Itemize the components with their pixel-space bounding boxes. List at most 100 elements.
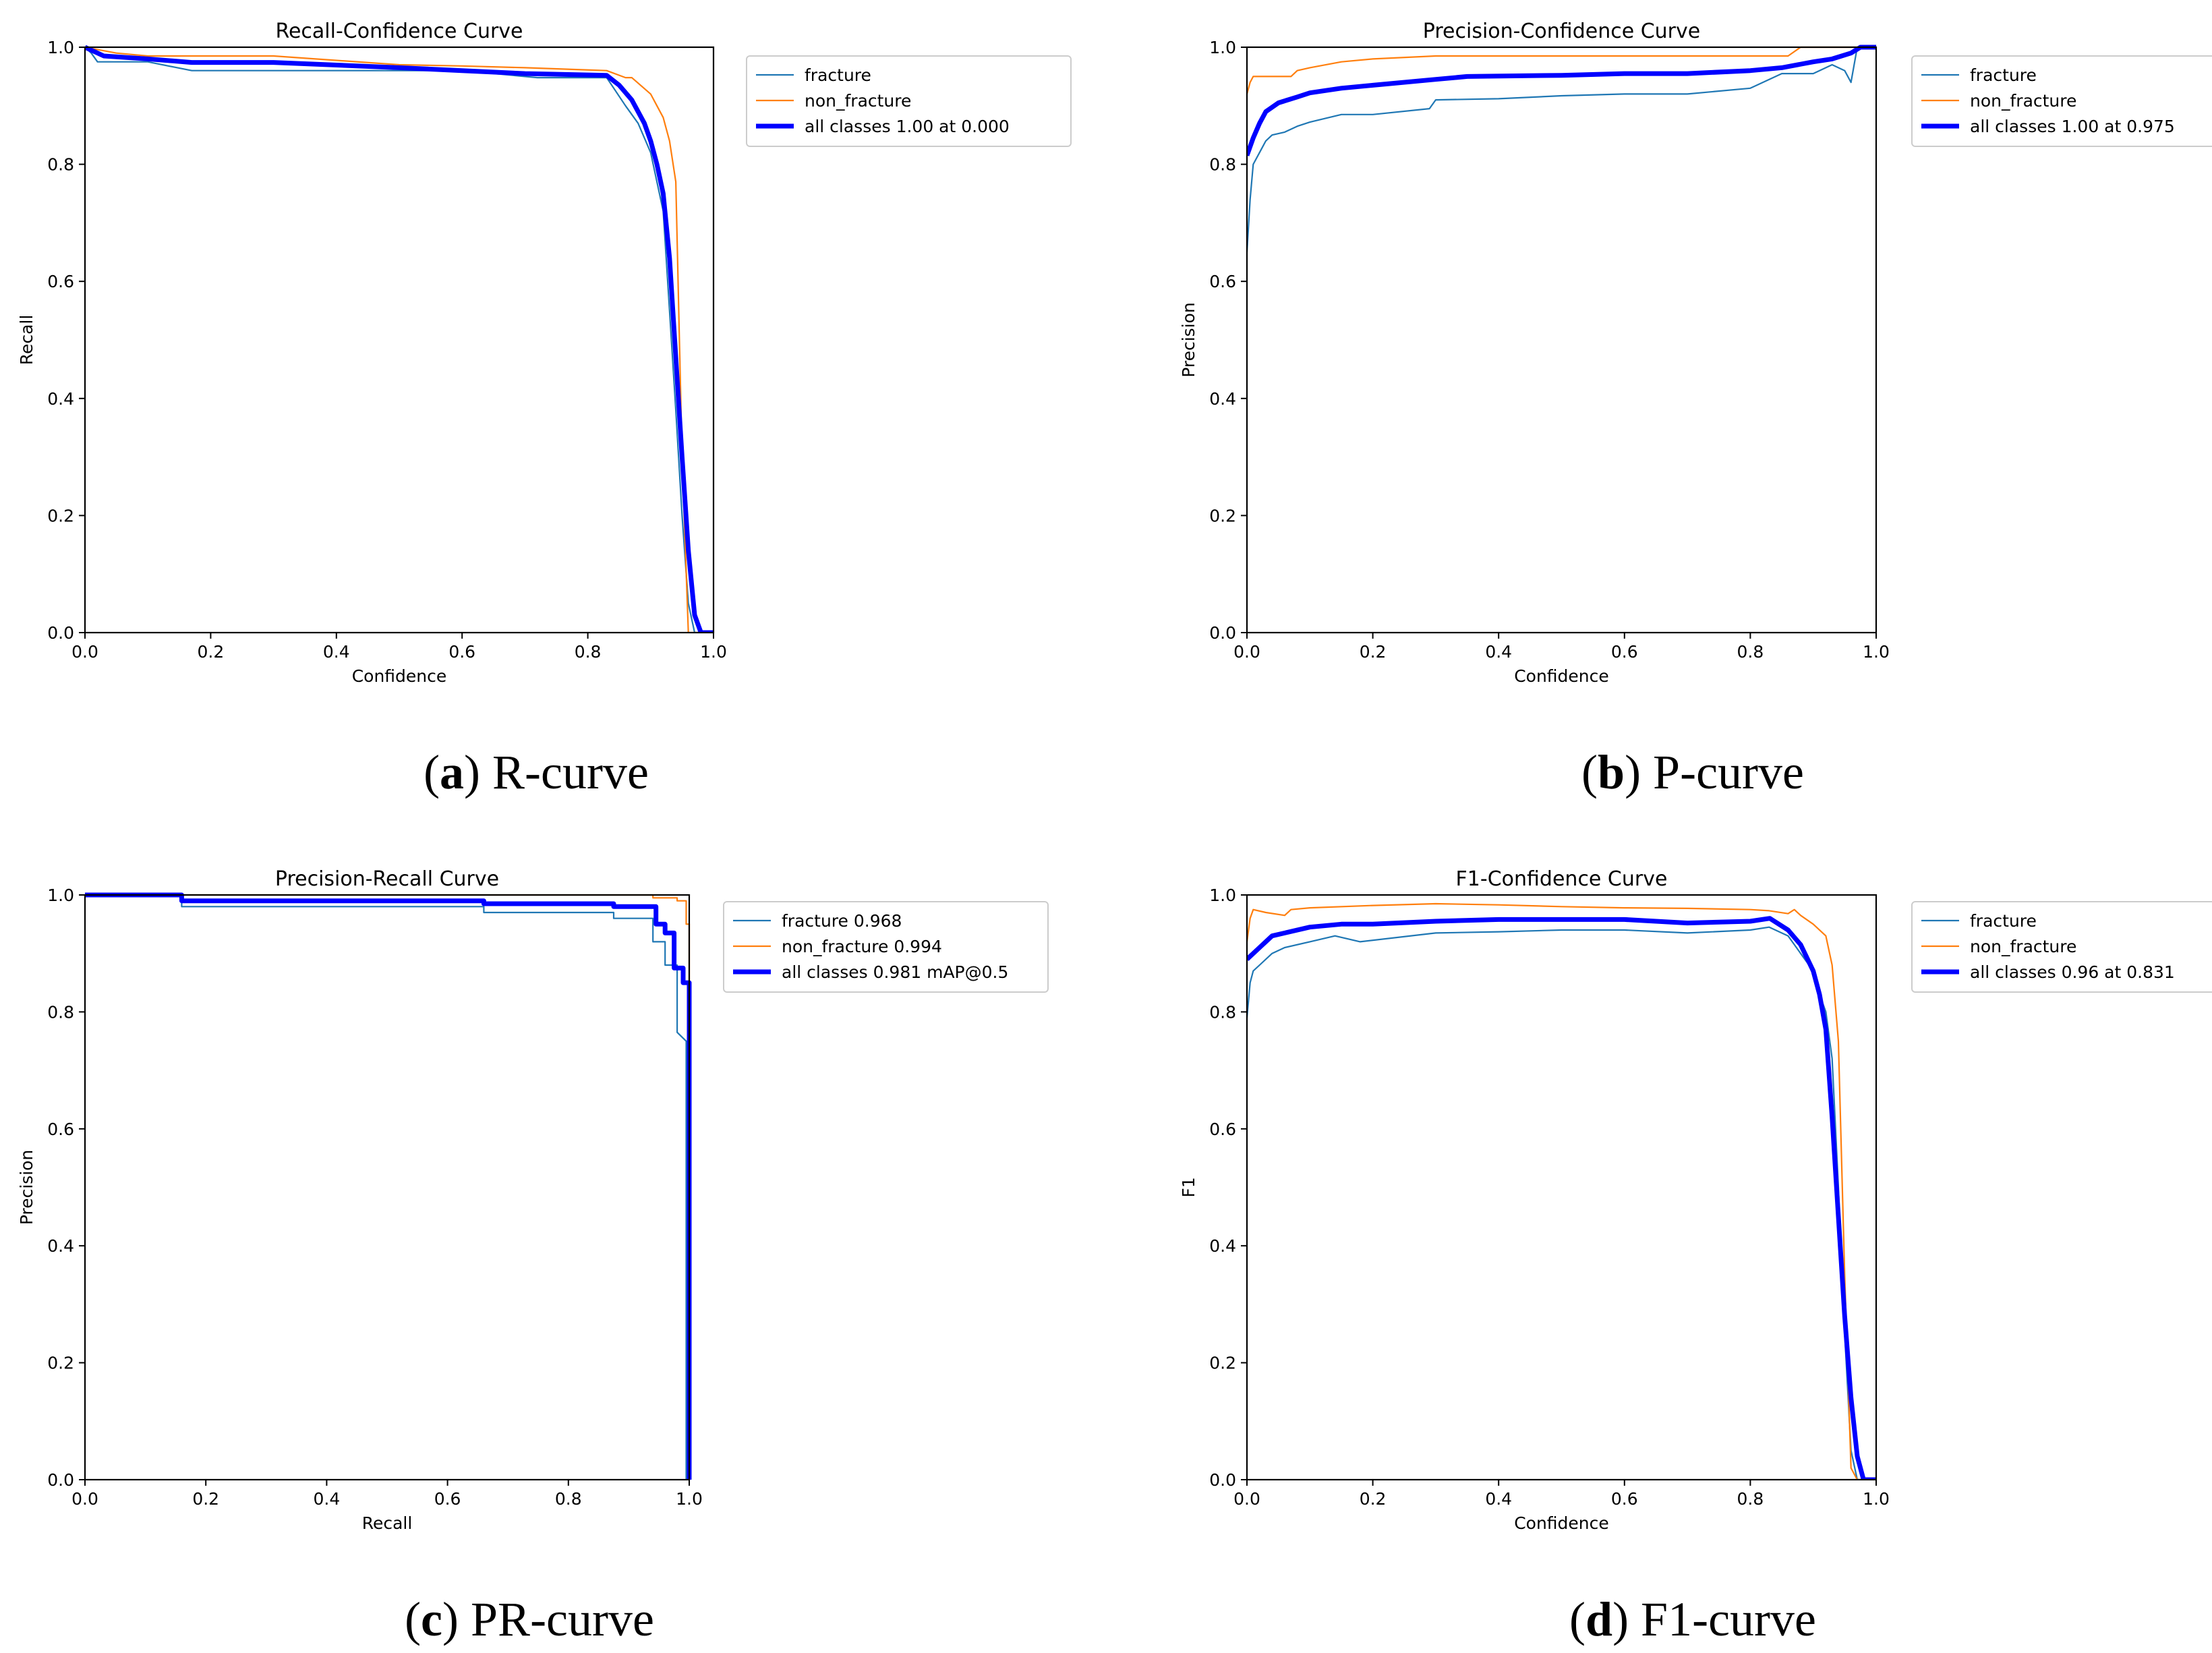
p-curve-legend-label: all classes 1.00 at 0.975 [1970,117,2175,136]
pr-curve-series-non-fracture [85,894,691,1480]
f1-curve-y-tick-label: 0.0 [1209,1470,1236,1490]
p-curve-y-tick-label: 0.0 [1209,623,1236,643]
r-curve-legend-box [746,55,1072,147]
r-curve-y-tick-label: 0.2 [47,506,74,525]
r-curve-x-tick-label: 0.2 [198,642,225,662]
f1-curve-series-fracture [1247,926,1876,1480]
pr-curve-x-tick-label: 0.0 [71,1489,98,1509]
pr-curve-legend: fracture 0.968 non_fracture 0.994 all clas… [723,901,1049,993]
p-curve-x-tick-label: 0.8 [1737,642,1764,662]
f1-curve-x-tick-label: 0.4 [1485,1489,1512,1509]
pr-curve-legend-label: non_fracture 0.994 [782,937,942,956]
r-curve-series-fracture [85,47,714,633]
r-curve-legend-label: fracture [805,65,871,85]
p-curve-y-tick-label: 0.2 [1209,506,1236,525]
pr-curve-y-axis-label: Precision [17,1150,36,1225]
f1-curve-legend-box [1911,901,2212,993]
f1-curve-y-tick-label: 1.0 [1209,886,1236,905]
p-curve-legend-label: non_fracture [1970,91,2076,111]
pr-curve-y-tick-label: 0.2 [47,1354,74,1373]
f1-curve-y-tick-label: 0.4 [1209,1236,1236,1256]
pr-curve-x-tick-label: 0.4 [314,1489,341,1509]
r-curve-x-tick-label: 0.8 [575,642,602,662]
f1-curve-x-tick-label: 0.2 [1360,1489,1387,1509]
f1-curve-y-tick-label: 0.6 [1209,1120,1236,1139]
r-curve-panel: Recall-Confidence Curve 0.0 0.2 0.4 0.6 0.8 1.… [17,20,1072,799]
f1-curve-plot-frame [1246,894,1878,1481]
r-curve-plot-frame [84,46,715,634]
r-curve-y-tick-label: 0.8 [47,155,74,175]
pr-curve-legend-label: fracture 0.968 [782,911,902,931]
pr-curve-y-tick-label: 0.6 [47,1120,74,1139]
pr-curve-y-tick-label: 0.4 [47,1236,74,1256]
p-curve-title: Precision-Confidence Curve [1423,20,1700,43]
pr-curve-y-tick-label: 0.8 [47,1002,74,1022]
p-curve-x-tick-label: 0.4 [1485,642,1512,662]
p-curve-caption: (b) P-curve [1581,745,1804,799]
p-curve-legend-box [1911,55,2212,147]
p-curve-series-non-fracture [1247,46,1876,94]
f1-curve-x-tick-label: 0.6 [1611,1489,1638,1509]
r-curve-legend-label: all classes 1.00 at 0.000 [805,117,1010,136]
pr-curve-plot-frame [84,894,691,1481]
p-curve-x-tick-label: 0.2 [1360,642,1387,662]
f1-curve-caption: (d) F1-curve [1569,1592,1816,1646]
p-curve-caption-letter: b [1598,745,1625,799]
r-curve-y-tick-label: 0.0 [47,623,74,643]
r-curve-x-tick-label: 1.0 [700,642,727,662]
r-curve-legend-label: non_fracture [805,91,911,111]
f1-curve-panel: F1-Confidence Curve 0.0 0.2 0.4 0.6 0.8 1.0 0.0… [1179,867,2212,1646]
pr-curve-series-all-classes [85,892,692,1480]
f1-curve-x-tick-label: 0.8 [1737,1489,1764,1509]
p-curve-series-fracture [1247,46,1876,252]
r-curve-x-tick-label: 0.4 [323,642,350,662]
pr-curve-legend-label: all classes 0.981 mAP@0.5 [782,962,1008,982]
pr-curve-panel: Precision-Recall Curve 0.0 0.2 0.4 0.6 0.8 1.0… [17,867,1049,1646]
pr-curve-y-tick-label: 1.0 [47,886,74,905]
p-curve-x-tick-label: 0.0 [1233,642,1260,662]
pr-curve-x-tick-label: 0.6 [434,1489,461,1509]
r-curve-x-tick-label: 0.6 [448,642,475,662]
pr-curve-caption: (c) PR-curve [405,1592,654,1646]
r-curve-series-all-classes [85,45,714,633]
p-curve-caption-text: P-curve [1653,745,1804,799]
f1-curve-x-axis-label: Confidence [1514,1513,1609,1533]
f1-curve-y-tick-label: 0.2 [1209,1354,1236,1373]
p-curve-x-tick-label: 0.6 [1611,642,1638,662]
r-curve-caption-letter: a [440,745,464,799]
p-curve-y-tick-label: 0.4 [1209,389,1236,409]
f1-curve-legend-label: all classes 0.96 at 0.831 [1970,962,2175,982]
r-curve-x-axis-label: Confidence [352,666,447,686]
r-curve-caption-text: R-curve [492,745,649,799]
p-curve-y-tick-label: 1.0 [1209,38,1236,57]
f1-curve-series-all-classes [1247,916,1876,1480]
pr-curve-caption-text: PR-curve [471,1592,654,1646]
pr-curve-x-axis-label: Recall [362,1513,413,1533]
pr-curve-x-tick-label: 0.8 [555,1489,582,1509]
r-curve-title: Recall-Confidence Curve [275,20,523,43]
p-curve-x-tick-label: 1.0 [1863,642,1890,662]
p-curve-y-axis-label: Precision [1179,302,1198,378]
r-curve-series-non-fracture [85,46,714,633]
p-curve-panel: Precision-Confidence Curve 0.0 0.2 0.4 0.6 0.… [1179,20,2212,799]
r-curve-x-tick-label: 0.0 [71,642,98,662]
pr-curve-series-fracture [85,894,687,1480]
p-curve-series-all-classes [1247,45,1876,156]
p-curve-y-tick-label: 0.6 [1209,272,1236,291]
r-curve-y-tick-label: 0.4 [47,389,74,409]
r-curve-caption: (a) R-curve [424,745,649,799]
pr-curve-x-tick-label: 0.2 [192,1489,219,1509]
pr-curve-legend-box [723,901,1049,993]
r-curve-y-tick-label: 0.6 [47,272,74,291]
f1-curve-series-non-fracture [1247,902,1876,1480]
pr-curve-y-tick-label: 0.0 [47,1470,74,1490]
f1-curve-caption-letter: d [1585,1592,1612,1646]
p-curve-x-axis-label: Confidence [1514,666,1609,686]
f1-curve-legend-label: fracture [1970,911,2037,931]
f1-curve-x-tick-label: 1.0 [1863,1489,1890,1509]
r-curve-y-axis-label: Recall [17,315,36,366]
p-curve-y-tick-label: 0.8 [1209,155,1236,175]
